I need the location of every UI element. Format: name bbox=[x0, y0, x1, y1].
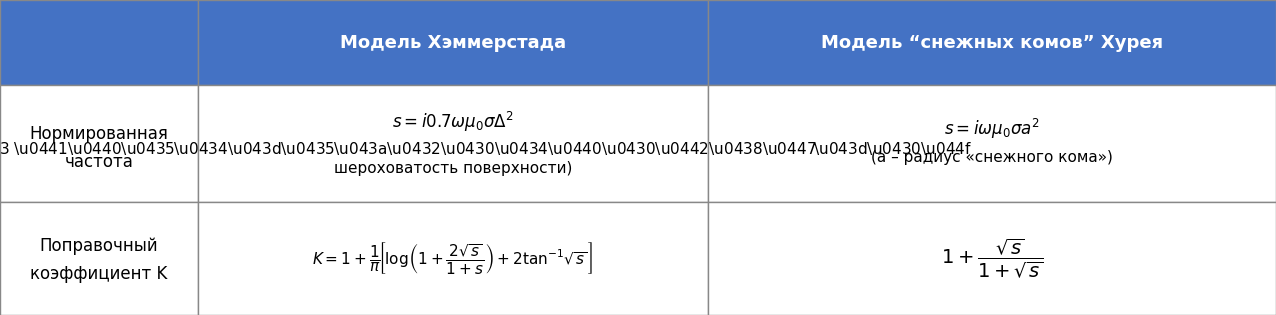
Bar bbox=[708, 85, 1276, 202]
Text: коэффициент K: коэффициент K bbox=[31, 265, 167, 283]
Text: Поправочный: Поправочный bbox=[40, 237, 158, 255]
Bar bbox=[198, 85, 708, 202]
Text: (а – радиус «снежного кома»): (а – радиус «снежного кома») bbox=[872, 150, 1113, 165]
Text: шероховатость поверхности): шероховатость поверхности) bbox=[334, 162, 572, 176]
Bar bbox=[0, 202, 198, 315]
Text: $s = i\omega\mu_0\sigma a^2$: $s = i\omega\mu_0\sigma a^2$ bbox=[944, 117, 1040, 141]
Bar bbox=[0, 85, 198, 202]
Text: ($\Delta$ \u2013 \u0441\u0440\u0435\u0434\u043d\u0435\u043a\u0432\u0430\u0434\u0: ($\Delta$ \u2013 \u0441\u0440\u0435\u043… bbox=[0, 140, 972, 158]
Text: $s = i0.7\omega\mu_0\sigma\Delta^2$: $s = i0.7\omega\mu_0\sigma\Delta^2$ bbox=[392, 110, 514, 135]
Text: Модель Хэммерстада: Модель Хэммерстада bbox=[339, 33, 567, 52]
Bar bbox=[198, 0, 708, 85]
Bar bbox=[708, 202, 1276, 315]
Text: Нормированная: Нормированная bbox=[29, 125, 168, 143]
Bar bbox=[198, 202, 708, 315]
Text: частота: частота bbox=[65, 153, 133, 171]
Text: Модель “снежных комов” Хурея: Модель “снежных комов” Хурея bbox=[820, 33, 1164, 52]
Bar bbox=[0, 0, 198, 85]
Text: $1 + \dfrac{\sqrt{s}}{1+\sqrt{s}}$: $1 + \dfrac{\sqrt{s}}{1+\sqrt{s}}$ bbox=[940, 236, 1044, 280]
Bar bbox=[708, 0, 1276, 85]
Text: $K = 1 + \dfrac{1}{\pi}\!\left[\log\!\left(1 + \dfrac{2\sqrt{s}}{1+s}\right) + 2: $K = 1 + \dfrac{1}{\pi}\!\left[\log\!\le… bbox=[313, 240, 593, 276]
